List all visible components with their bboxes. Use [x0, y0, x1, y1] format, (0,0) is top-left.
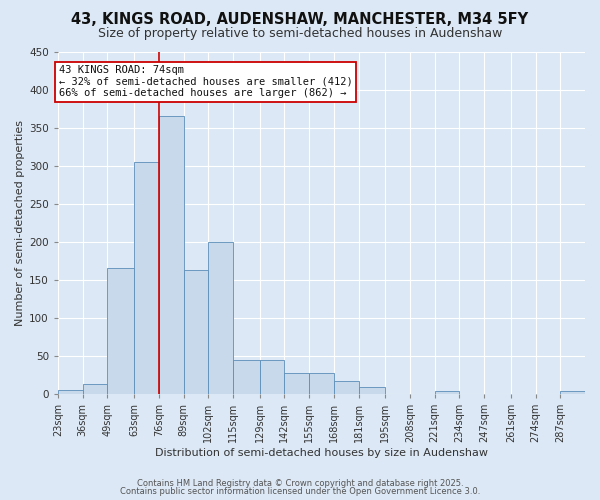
- Bar: [83, 384, 107, 394]
- Text: Contains HM Land Registry data © Crown copyright and database right 2025.: Contains HM Land Registry data © Crown c…: [137, 478, 463, 488]
- Text: 43 KINGS ROAD: 74sqm
← 32% of semi-detached houses are smaller (412)
66% of semi: 43 KINGS ROAD: 74sqm ← 32% of semi-detac…: [59, 65, 353, 98]
- Y-axis label: Number of semi-detached properties: Number of semi-detached properties: [15, 120, 25, 326]
- Bar: [208, 242, 233, 394]
- Bar: [434, 392, 460, 394]
- Bar: [260, 360, 284, 394]
- Bar: [184, 270, 208, 394]
- X-axis label: Distribution of semi-detached houses by size in Audenshaw: Distribution of semi-detached houses by …: [155, 448, 488, 458]
- Bar: [560, 392, 585, 394]
- Bar: [58, 390, 83, 394]
- Text: 43, KINGS ROAD, AUDENSHAW, MANCHESTER, M34 5FY: 43, KINGS ROAD, AUDENSHAW, MANCHESTER, M…: [71, 12, 529, 28]
- Text: Contains public sector information licensed under the Open Government Licence 3.: Contains public sector information licen…: [120, 487, 480, 496]
- Bar: [233, 360, 260, 394]
- Bar: [134, 162, 159, 394]
- Bar: [359, 386, 385, 394]
- Text: Size of property relative to semi-detached houses in Audenshaw: Size of property relative to semi-detach…: [98, 28, 502, 40]
- Bar: [284, 373, 309, 394]
- Bar: [107, 268, 134, 394]
- Bar: [159, 116, 184, 394]
- Bar: [334, 380, 359, 394]
- Bar: [309, 373, 334, 394]
